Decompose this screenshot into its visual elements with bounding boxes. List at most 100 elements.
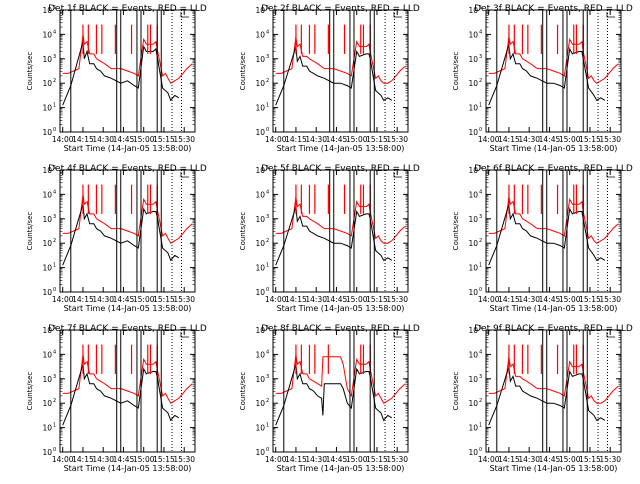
- y-tick-label: 10: [468, 128, 478, 137]
- y-tick-label: 10: [42, 55, 52, 64]
- y-tick-exponent: 2: [479, 78, 482, 84]
- y-tick-label: 10: [255, 79, 265, 88]
- y-tick-exponent: 1: [53, 263, 56, 269]
- y-axis-label: Counts/sec: [239, 372, 247, 411]
- y-tick-label: 10: [255, 166, 265, 175]
- x-tick-label: 14:15: [498, 455, 520, 464]
- plot-area: [275, 170, 406, 292]
- panel-title: Det 5f BLACK = Events, RED = LLD: [261, 164, 420, 174]
- plot-frame: [59, 169, 196, 293]
- corner-marker: [180, 332, 189, 338]
- x-tick-label: 15:00: [133, 295, 155, 304]
- y-tick-label: 10: [468, 326, 478, 335]
- x-tick-label: 15:30: [599, 455, 621, 464]
- y-tick-label: 10: [255, 264, 265, 273]
- panel-title: Det 9f BLACK = Events, RED = LLD: [474, 324, 633, 334]
- y-tick-exponent: 4: [53, 349, 56, 355]
- x-axis-label: Start Time (14-Jan-05 13:58:00): [64, 304, 192, 313]
- y-tick-exponent: 1: [479, 263, 482, 269]
- corner-marker: [393, 332, 402, 338]
- y-tick-exponent: 3: [53, 374, 56, 380]
- y-tick-label: 10: [42, 30, 52, 39]
- corner-marker: [180, 172, 189, 178]
- panel-title: Det 1f BLACK = Events, RED = LLD: [48, 4, 207, 14]
- y-tick-exponent: 5: [479, 5, 482, 11]
- lld-series: [488, 36, 619, 84]
- y-tick-exponent: 3: [266, 54, 269, 60]
- y-tick-label: 10: [42, 288, 52, 297]
- x-tick-label: 15:15: [579, 135, 601, 144]
- y-tick-exponent: 0: [53, 447, 56, 453]
- y-tick-exponent: 3: [266, 374, 269, 380]
- y-axis-label: Counts/sec: [26, 212, 34, 251]
- lld-series: [62, 194, 193, 244]
- x-tick-label: 14:00: [265, 135, 287, 144]
- x-tick-label: 14:30: [92, 295, 114, 304]
- x-tick-label: 14:45: [539, 135, 561, 144]
- x-tick-label: 14:00: [52, 135, 74, 144]
- y-tick-exponent: 2: [53, 238, 56, 244]
- x-tick-label: 14:00: [265, 295, 287, 304]
- y-tick-label: 10: [255, 350, 265, 359]
- y-tick-label: 10: [468, 190, 478, 199]
- plot-area: [275, 330, 406, 452]
- corner-marker: [606, 172, 615, 178]
- x-tick-label: 15:15: [153, 295, 175, 304]
- y-tick-label: 10: [42, 350, 52, 359]
- x-tick-label: 15:30: [386, 455, 408, 464]
- lld-series: [488, 356, 619, 404]
- x-axis-label: Start Time (14-Jan-05 13:58:00): [277, 144, 405, 153]
- y-tick-label: 10: [42, 326, 52, 335]
- y-tick-label: 10: [255, 30, 265, 39]
- events-series: [62, 41, 180, 106]
- y-tick-label: 10: [42, 215, 52, 224]
- x-tick-label: 15:15: [153, 455, 175, 464]
- events-series: [275, 206, 393, 266]
- x-tick-label: 15:00: [559, 295, 581, 304]
- x-tick-label: 14:00: [52, 455, 74, 464]
- plot-area: [62, 170, 193, 292]
- y-tick-label: 10: [255, 448, 265, 457]
- events-series: [488, 366, 606, 426]
- y-tick-label: 10: [42, 399, 52, 408]
- y-tick-label: 10: [255, 55, 265, 64]
- x-tick-label: 15:30: [173, 455, 195, 464]
- y-tick-exponent: 3: [53, 214, 56, 220]
- x-tick-label: 15:00: [346, 455, 368, 464]
- x-tick-label: 15:00: [346, 135, 368, 144]
- lld-series: [62, 34, 193, 84]
- x-axis-label: Start Time (14-Jan-05 13:58:00): [490, 304, 618, 313]
- panel-title: Det 7f BLACK = Events, RED = LLD: [48, 324, 207, 334]
- y-tick-label: 10: [468, 104, 478, 113]
- x-axis-label: Start Time (14-Jan-05 13:58:00): [64, 464, 192, 473]
- y-tick-exponent: 2: [266, 78, 269, 84]
- y-tick-exponent: 5: [53, 325, 56, 331]
- x-tick-label: 15:15: [579, 295, 601, 304]
- y-tick-exponent: 1: [266, 423, 269, 429]
- plot-frame: [272, 9, 409, 133]
- x-tick-label: 14:45: [326, 135, 348, 144]
- y-tick-exponent: 3: [266, 214, 269, 220]
- y-tick-exponent: 2: [479, 238, 482, 244]
- plot-frame: [485, 169, 622, 293]
- x-axis-label: Start Time (14-Jan-05 13:58:00): [64, 144, 192, 153]
- events-series: [488, 44, 606, 106]
- y-tick-label: 10: [42, 104, 52, 113]
- x-tick-label: 14:30: [305, 455, 327, 464]
- y-tick-exponent: 0: [479, 287, 482, 293]
- x-tick-label: 14:45: [113, 135, 135, 144]
- y-tick-label: 10: [468, 30, 478, 39]
- y-tick-exponent: 3: [53, 54, 56, 60]
- y-tick-label: 10: [468, 350, 478, 359]
- x-tick-label: 15:30: [173, 135, 195, 144]
- lld-series: [275, 36, 406, 84]
- x-tick-label: 14:15: [285, 135, 307, 144]
- y-tick-label: 10: [255, 288, 265, 297]
- plot-frame: [59, 329, 196, 453]
- x-tick-label: 14:30: [518, 135, 540, 144]
- y-tick-exponent: 4: [53, 189, 56, 195]
